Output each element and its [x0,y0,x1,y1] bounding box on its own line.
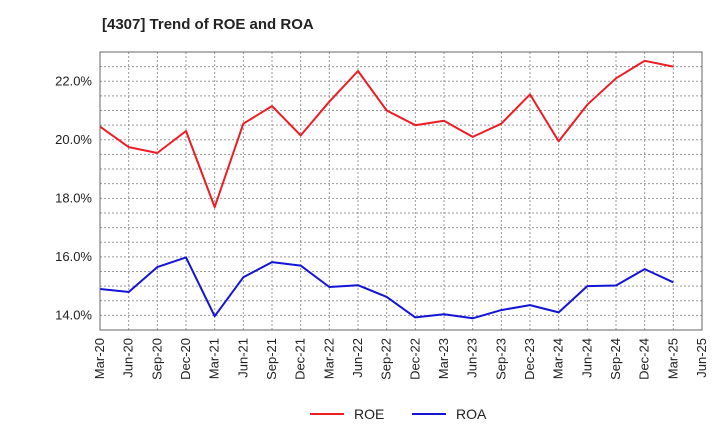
x-tick-label: Jun-22 [350,338,365,378]
x-tick-label: Dec-21 [293,338,308,380]
x-tick-label: Mar-20 [92,338,107,379]
x-tick-label: Mar-25 [665,338,680,379]
x-tick-label: Jun-23 [465,338,480,378]
x-tick-label: Mar-21 [207,338,222,379]
chart-title: [4307] Trend of ROE and ROA [102,16,314,33]
x-tick-label: Jun-20 [121,338,136,378]
y-tick-label: 16.0% [55,249,92,264]
legend: ROE ROA [310,406,487,422]
x-tick-label: Mar-24 [551,338,566,379]
x-tick-label: Dec-22 [407,338,422,380]
series-line-roe [99,59,674,209]
x-tick-label: Sep-20 [149,338,164,380]
grid-lines [99,51,703,331]
y-tick-label: 14.0% [55,307,92,322]
legend-label-roe: ROE [354,406,384,422]
x-tick-label: Sep-23 [493,338,508,380]
x-tick-label: Sep-21 [264,338,279,380]
x-tick-label: Sep-24 [608,338,623,380]
legend-label-roa: ROA [456,406,487,422]
x-tick-label: Sep-22 [379,338,394,380]
x-tick-label: Jun-24 [579,338,594,378]
x-tick-label: Mar-23 [436,338,451,379]
y-tick-label: 22.0% [55,73,92,88]
x-tick-label: Dec-24 [637,338,652,380]
x-tick-label: Mar-22 [321,338,336,379]
x-tick-label: Jun-25 [694,338,709,378]
y-tick-label: 18.0% [55,190,92,205]
x-tick-label: Dec-23 [522,338,537,380]
plot-frame [99,51,703,331]
x-axis: Mar-20 Jun-20 Sep-20 Dec-20 Mar-21 Jun-21 Sep-… [92,338,709,380]
x-tick-label: Jun-21 [235,338,250,378]
y-tick-label: 20.0% [55,132,92,147]
series-lines [99,59,674,320]
series-line-roa [99,256,674,320]
y-axis: 14.0% 16.0% 18.0% 20.0% 22.0% [55,73,92,322]
x-tick-label: Dec-20 [178,338,193,380]
